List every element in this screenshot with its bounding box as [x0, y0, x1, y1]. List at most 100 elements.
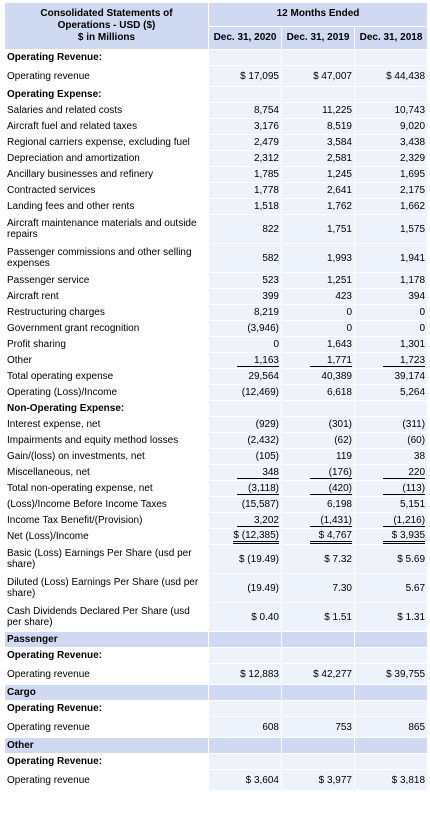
table-row: Passenger service 523 1,251 1,178 — [5, 273, 428, 288]
category-empty-cell — [209, 632, 281, 647]
value-2018: (311) — [402, 419, 426, 430]
empty-cell — [355, 401, 428, 416]
value-2018: 1,178 — [400, 275, 426, 286]
empty-cell — [209, 87, 281, 102]
value-2018-cell: 10,743 — [355, 103, 428, 118]
value-2018: (113) — [383, 483, 426, 495]
value-2019: 8,519 — [326, 121, 352, 132]
value-2018-cell: (1,216) — [355, 513, 428, 528]
table-row: Impairments and equity method losses (2,4… — [5, 433, 428, 448]
row-label: Basic (Loss) Earnings Per Share (usd per… — [5, 545, 208, 573]
value-2020-cell: 2,312 — [209, 151, 281, 166]
value-2019: (1,431) — [310, 515, 352, 527]
table-row: Total operating expense 29,564 40,389 39,17… — [5, 369, 428, 384]
statement-title: Consolidated Statements of Operations - … — [5, 3, 208, 49]
value-2020: $ (19.49) — [238, 553, 279, 565]
value-2020: 2,312 — [253, 153, 279, 164]
category-label: Passenger — [5, 632, 208, 647]
section-label: Operating Revenue: — [5, 754, 208, 769]
row-label: Regional carriers expense, excluding fue… — [5, 135, 208, 150]
value-2018-cell: 1,178 — [355, 273, 428, 288]
date-header-2019: Dec. 31, 2019 — [282, 26, 354, 49]
value-2018-cell: $ 1.31 — [355, 603, 428, 631]
value-2019-cell: 40,389 — [282, 369, 354, 384]
value-2020: 29,564 — [248, 371, 279, 382]
period-header: 12 Months Ended — [209, 3, 428, 26]
value-2018-cell: 220 — [355, 465, 428, 480]
table-row: Government grant recognition (3,946) 0 0 — [5, 321, 428, 336]
value-2019-cell: 8,519 — [282, 119, 354, 134]
value-2018: 5,151 — [400, 499, 426, 510]
value-2019-cell: 3,584 — [282, 135, 354, 150]
value-2019: 2,581 — [326, 153, 352, 164]
value-2019-cell: (301) — [282, 417, 354, 432]
table-row: Miscellaneous, net 348 (176) 220 — [5, 465, 428, 480]
category-empty-cell — [355, 738, 428, 753]
empty-cell — [209, 754, 281, 769]
value-2020-cell: 3,202 — [209, 513, 281, 528]
date-header-2018: Dec. 31, 2018 — [355, 26, 428, 49]
value-2019: 2,641 — [326, 185, 352, 196]
value-2019-cell: 2,581 — [282, 151, 354, 166]
value-2020: (3,118) — [237, 483, 279, 495]
category-empty-cell — [282, 685, 354, 700]
value-2019: 11,225 — [322, 105, 352, 116]
value-2019: 423 — [335, 291, 352, 302]
table-row: Total non-operating expense, net (3,118) (… — [5, 481, 428, 496]
table-row: (Loss)/Income Before Income Taxes (15,587… — [5, 497, 428, 512]
value-2020-cell: (3,946) — [209, 321, 281, 336]
value-2019: $ 3,977 — [318, 774, 352, 786]
value-2019-cell: (1,431) — [282, 513, 354, 528]
value-2020-cell: (3,118) — [209, 481, 281, 496]
row-label: Operating (Loss)/Income — [5, 385, 208, 400]
empty-cell — [282, 401, 354, 416]
value-2018: $ 3,818 — [391, 774, 426, 786]
value-2018: 9,020 — [400, 121, 426, 132]
row-label: Contracted services — [5, 183, 208, 198]
empty-cell — [355, 754, 428, 769]
value-2018: $ 44,438 — [386, 70, 426, 82]
value-2019-cell: 6,198 — [282, 497, 354, 512]
table-row: Net (Loss)/Income $ (12,385) $ 4,767 $ 3,93… — [5, 529, 428, 544]
value-2020: 399 — [262, 291, 279, 302]
value-2019: 0 — [346, 307, 352, 318]
value-2019: (301) — [328, 419, 352, 430]
row-label: Net (Loss)/Income — [5, 529, 208, 544]
value-2019-cell: $ 4,767 — [282, 529, 354, 544]
value-2018: 1,575 — [400, 223, 426, 235]
row-label: Miscellaneous, net — [5, 465, 208, 480]
value-2019-cell: 753 — [282, 717, 354, 737]
value-2020: $ 0.40 — [251, 611, 279, 623]
value-2020-cell: (105) — [209, 449, 281, 464]
empty-cell — [282, 648, 354, 663]
value-2018: 1,941 — [400, 252, 426, 264]
table-row: Profit sharing 0 1,643 1,301 — [5, 337, 428, 352]
value-2018-cell: 0 — [355, 305, 428, 320]
table-row: Basic (Loss) Earnings Per Share (usd per… — [5, 545, 428, 573]
value-2020: 3,176 — [253, 121, 279, 132]
section-label: Operating Revenue: — [5, 648, 208, 663]
value-2018-cell: (60) — [355, 433, 428, 448]
section-label: Operating Revenue: — [5, 701, 208, 716]
value-2018: 5.67 — [405, 582, 426, 594]
value-2020-cell: $ 17,095 — [209, 66, 281, 86]
value-2020: (929) — [255, 419, 279, 430]
value-2018: 10,743 — [394, 105, 426, 116]
value-2020-cell: 399 — [209, 289, 281, 304]
value-2018-cell: $ 3,935 — [355, 529, 428, 544]
value-2020: $ (12,385) — [233, 530, 279, 544]
value-2020-cell: $ 12,883 — [209, 664, 281, 684]
row-label: Profit sharing — [5, 337, 208, 352]
category-row: Passenger — [5, 632, 428, 647]
value-2018: 1,723 — [383, 355, 426, 367]
empty-cell — [282, 87, 354, 102]
row-label: Interest expense, net — [5, 417, 208, 432]
category-empty-cell — [209, 685, 281, 700]
row-label: Landing fees and other rents — [5, 199, 208, 214]
value-2018: 394 — [408, 291, 426, 302]
statement-title-line1: Consolidated Statements of — [40, 8, 173, 19]
value-2018-cell: 2,175 — [355, 183, 428, 198]
value-2020-cell: 1,778 — [209, 183, 281, 198]
empty-cell — [209, 401, 281, 416]
value-2020: 8,754 — [253, 105, 279, 116]
